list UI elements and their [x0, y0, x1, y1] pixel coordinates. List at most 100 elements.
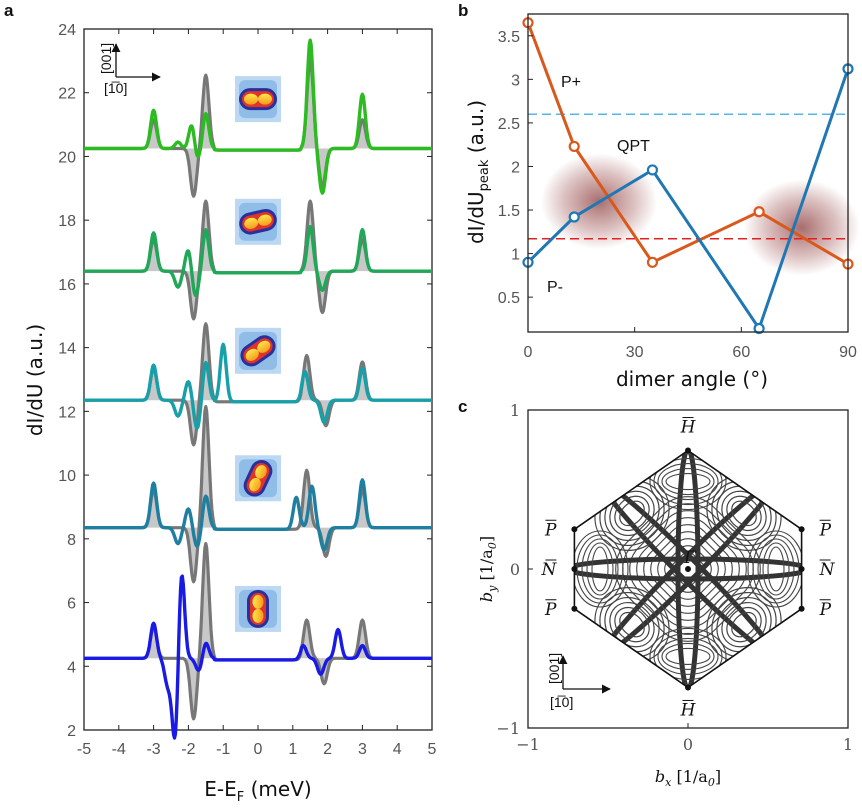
y-tick-label: 6 [67, 596, 76, 613]
symmetry-point-label: N [541, 560, 558, 580]
symmetry-point-label: H [680, 418, 697, 438]
contour-arc [767, 546, 785, 592]
contour-lobe [721, 490, 767, 537]
contour-lobe [619, 500, 645, 527]
panel-c-y-axis-title-sub2: 0 [486, 542, 499, 549]
dimer-lobe [258, 93, 272, 105]
panel-a-topography-insets [235, 76, 281, 632]
contour-lobe [731, 611, 757, 638]
panel-c-orientation-arrows: [001] [1̅0] [546, 653, 611, 710]
contour-lobe [599, 480, 665, 547]
symmetry-point-marker [798, 605, 805, 612]
dimer-lobe [244, 93, 258, 105]
contour-lobe [614, 606, 650, 643]
panel-b-y-axis-title-tail: (a.u.) [464, 100, 488, 160]
symmetry-point-marker [571, 566, 578, 572]
x-tick-label: 0 [254, 741, 263, 758]
dimer-spectrum [83, 38, 433, 195]
y-tick-label: 0.5 [498, 290, 520, 307]
symmetry-point-marker [798, 566, 805, 572]
dimer-shape [240, 335, 276, 367]
contour-arc [762, 542, 790, 596]
dimer-shape [239, 208, 277, 235]
dimer-spectrum [83, 224, 433, 297]
reference-fill [84, 201, 432, 319]
panel-b-y-axis-title: dI/dUpeak (a.u.) [464, 100, 492, 244]
panel-c-x-axis-title-tail: [1/a [671, 767, 708, 786]
dimer-spectrum [83, 574, 433, 740]
reference-fill [84, 543, 432, 719]
y-tick-label: 3.5 [498, 29, 520, 46]
reference-fill [84, 59, 432, 197]
panel-letter-a: a [4, 1, 14, 20]
contour-line [643, 524, 733, 614]
contour-lobe [599, 591, 665, 658]
contour-arm [574, 556, 802, 582]
contour-line [622, 503, 754, 635]
y-tick-label: 1 [510, 401, 520, 420]
panel-c-y-axis-title: by [1/a0] [477, 536, 499, 602]
panel-a-dimer-spectra [83, 38, 433, 740]
dimer-lobe [255, 465, 267, 479]
contour-lobe [726, 606, 762, 643]
topography-inset [235, 327, 281, 374]
panel-b-plot-frame [527, 13, 849, 333]
contour-arc [757, 538, 795, 600]
x-tick-label: 2 [323, 741, 332, 758]
contour-line [664, 545, 712, 593]
panel-a-x-tick-labels: -5 -4 -3 -2 -1 0 1 2 3 4 5 [77, 741, 437, 758]
contour-lobe [609, 601, 655, 648]
symmetry-point-label: N [819, 560, 836, 580]
contour-arc [661, 467, 715, 496]
dimer-lobe [257, 340, 271, 353]
contour-lobe [609, 490, 655, 537]
y-tick-label: 16 [58, 277, 76, 294]
symmetry-point-marker [685, 566, 691, 572]
contour-line [657, 538, 719, 600]
y-tick-label: 0 [510, 560, 520, 579]
dimer-shape [239, 88, 277, 111]
x-tick-label: -4 [112, 741, 126, 758]
panel-b-label-p-minus: P- [547, 279, 563, 296]
panel-a-orientation-arrows: [001] [1̅0] [98, 43, 161, 96]
contour-arc [747, 530, 802, 608]
x-tick-label: 3 [358, 741, 367, 758]
contour-arc [653, 632, 723, 681]
dimer-lobe [249, 477, 261, 492]
contour-arc [653, 457, 723, 506]
y-tick-label: 2 [511, 159, 520, 176]
y-tick-label: 4 [67, 659, 76, 676]
x-tick-label: -5 [77, 741, 91, 758]
series-marker [568, 211, 580, 223]
dimer-spectrum [83, 478, 433, 552]
panel-c-x-tick-labels: −1 0 1 [516, 735, 853, 754]
dimer-spectrum [83, 342, 433, 430]
panel-letter-b: b [458, 1, 468, 20]
symmetry-point-marker [571, 526, 578, 533]
y-tick-label: 12 [58, 404, 76, 421]
panel-b-axis-ticks [527, 35, 849, 332]
x-tick-label: 5 [428, 741, 437, 758]
y-tick-label: 2.5 [498, 116, 520, 133]
panel-b-y-axis-title-sub: peak [477, 159, 492, 191]
x-tick-label: 60 [732, 344, 750, 361]
x-tick-label: 1 [843, 735, 853, 754]
dimer-lobe [244, 217, 259, 229]
y-tick-label: 10 [58, 468, 76, 485]
series-marker [646, 256, 659, 268]
panel-a-x-axis-title-main: E-E [204, 777, 237, 801]
contour-arc [649, 627, 727, 686]
contour-arc [591, 546, 609, 592]
contour-arc [665, 647, 711, 666]
x-tick-label: 30 [626, 344, 644, 361]
panel-b-y-tick-labels: 0.5 1 1.5 2 2.5 3 3.5 [498, 29, 520, 307]
panel-letter-c: c [458, 397, 467, 416]
series-marker [568, 140, 580, 153]
y-tick-label: 8 [67, 532, 76, 549]
symmetry-point-label: Γ [683, 548, 697, 568]
contour-lobe [726, 495, 762, 532]
contour-lobe [619, 611, 645, 638]
y-tick-label: 18 [58, 213, 76, 230]
